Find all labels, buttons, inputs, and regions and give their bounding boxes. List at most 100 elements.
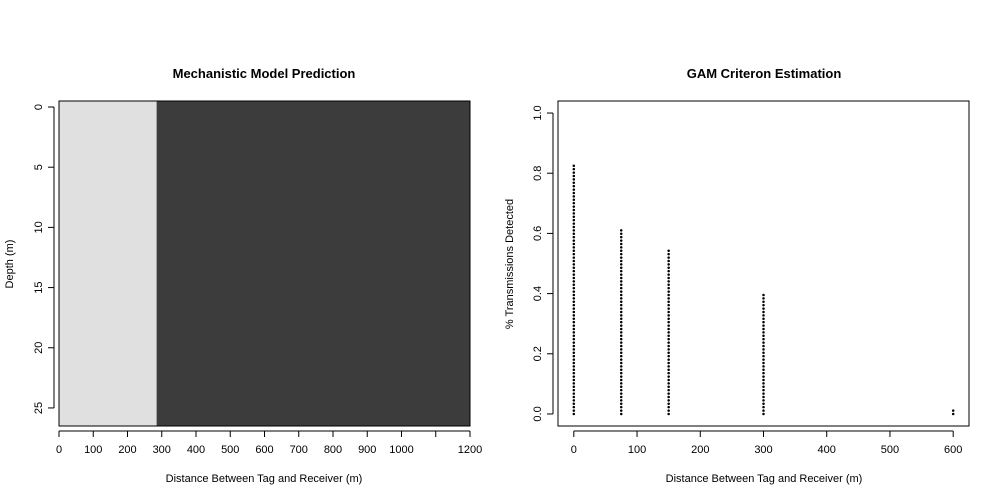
scatter-point — [667, 378, 670, 382]
left-y-axis: 0 5 10 15 20 25 — [33, 104, 55, 414]
left-x-tick-label: 0 — [56, 444, 62, 456]
scatter-point — [762, 385, 765, 389]
scatter-point — [667, 388, 670, 392]
scatter-point — [572, 351, 576, 355]
scatter-point — [619, 358, 623, 361]
scatter-point — [762, 354, 765, 358]
left-y-tick-label: 5 — [33, 164, 45, 170]
scatter-point — [667, 368, 670, 372]
scatter-point — [619, 327, 623, 331]
scatter-point — [619, 276, 623, 280]
scatter-point — [667, 263, 670, 266]
scatter-point — [762, 300, 765, 304]
scatter-point — [619, 337, 623, 341]
left-x-axis: 0 100 200 300 400 500 600 700 800 900 1000 1200 — [56, 430, 482, 456]
scatter-point — [619, 409, 623, 412]
scatter-point — [572, 344, 576, 348]
right-panel: GAM Criteron Estimation 0 100 200 300 400 500… — [504, 66, 970, 485]
scatter-point — [667, 293, 670, 297]
scatter-point — [619, 341, 623, 344]
scatter-point — [619, 399, 623, 402]
scatter-point — [619, 303, 623, 307]
scatter-point — [619, 392, 623, 395]
scatter-point — [667, 249, 670, 253]
scatter-point — [572, 191, 576, 195]
scatter-point — [762, 412, 765, 416]
scatter-point — [619, 256, 623, 259]
scatter-point — [667, 354, 670, 358]
scatter-point — [572, 201, 576, 205]
scatter-point — [619, 314, 623, 317]
scatter-point — [572, 222, 576, 225]
scatter-point — [619, 286, 623, 290]
scatter-point — [572, 392, 576, 395]
scatter-point — [667, 395, 670, 399]
scatter-point — [667, 273, 670, 276]
left-x-tick-label: 900 — [358, 444, 376, 456]
left-y-tick-label: 20 — [33, 342, 45, 354]
scatter-point — [619, 371, 623, 375]
scatter-point — [619, 320, 623, 324]
scatter-point — [619, 351, 623, 355]
scatter-point — [572, 327, 576, 331]
scatter-point — [667, 358, 670, 361]
scatter-point — [762, 320, 765, 324]
left-x-tick-label: 200 — [118, 444, 136, 456]
right-x-tick-label: 400 — [818, 444, 836, 456]
scatter-point — [619, 344, 623, 348]
scatter-point — [667, 297, 670, 300]
scatter-point — [572, 252, 576, 256]
scatter-point — [572, 412, 576, 416]
right-x-tick-label: 500 — [881, 444, 899, 456]
scatter-point — [572, 246, 576, 249]
scatter-point — [619, 242, 623, 246]
scatter-point — [572, 280, 576, 283]
scatter-point — [572, 171, 576, 174]
scatter-point — [619, 348, 623, 351]
scatter-point — [572, 269, 576, 273]
scatter-point — [619, 412, 623, 416]
scatter-point — [572, 229, 576, 232]
scatter-point — [667, 286, 670, 290]
scatter-point — [667, 341, 670, 344]
scatter-point — [762, 351, 765, 355]
scatter-point — [667, 252, 670, 256]
scatter-point — [619, 354, 623, 358]
scatter-point — [572, 358, 576, 361]
scatter-point — [762, 314, 765, 317]
scatter-point — [572, 266, 576, 270]
scatter-point — [619, 388, 623, 392]
scatter-point — [572, 307, 576, 310]
scatter-point — [572, 337, 576, 341]
scatter-point — [572, 314, 576, 317]
scatter-point — [572, 310, 576, 314]
scatter-point — [572, 297, 576, 300]
right-y-tick-label: 0.0 — [532, 406, 544, 421]
scatter-point — [619, 229, 623, 232]
scatter-point — [572, 361, 576, 365]
left-x-tick-label: 700 — [290, 444, 308, 456]
scatter-point — [762, 317, 765, 321]
scatter-point — [667, 259, 670, 263]
scatter-point — [762, 375, 765, 378]
scatter-point — [619, 259, 623, 263]
scatter-point — [667, 365, 670, 368]
scatter-point — [619, 239, 623, 242]
scatter-point — [667, 307, 670, 310]
scatter-point — [951, 409, 955, 412]
left-x-tick-label: 500 — [221, 444, 239, 456]
scatter-point — [667, 320, 670, 324]
scatter-point — [667, 266, 670, 270]
left-x-tick-label: 100 — [84, 444, 102, 456]
scatter-point — [619, 246, 623, 249]
scatter-point — [762, 392, 765, 395]
scatter-point — [762, 388, 765, 392]
left-heatmap-regions — [59, 101, 471, 426]
scatter-point — [572, 276, 576, 280]
scatter-point — [572, 273, 576, 276]
scatter-point — [572, 409, 576, 412]
scatter-point — [572, 385, 576, 389]
scatter-point — [619, 365, 623, 368]
scatter-point — [667, 256, 670, 259]
